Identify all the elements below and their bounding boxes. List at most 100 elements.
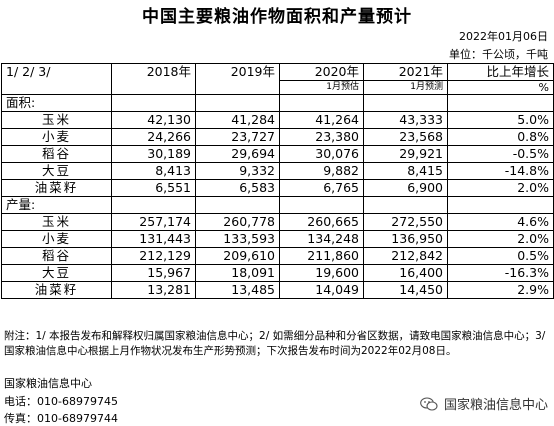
header-2021: 2021年 [363,63,448,81]
area-cell-chg: 2.0% [447,179,554,197]
area-section-blank [195,94,280,112]
table-row: 玉米 257,174 260,778 260,665 272,550 4.6% [1,213,554,231]
area-cell-crop: 大豆 [1,162,112,180]
watermark: 国家粮油信息中心 [420,394,548,413]
output-section-blank [447,196,554,214]
output-cell-v2019: 260,778 [195,213,280,231]
area-cell-v2020: 6,765 [279,179,364,197]
area-cell-v2020: 9,882 [279,162,364,180]
area-section-row: 面积: [1,94,554,112]
crop-table: 1/ 2/ 3/ 2018年 2019年 2020年 2021年 比上年增长 1… [1,63,554,299]
report-notes: 附注：1/ 本报告发布和解释权归属国家粮油信息中心；2/ 如需细分品种和分省区数… [4,330,546,357]
watermark-text: 国家粮油信息中心 [443,398,548,413]
table-row: 小麦 131,443 133,593 134,248 136,950 2.0% [1,230,554,248]
output-cell-crop: 稻谷 [1,247,112,265]
table-row: 油菜籽 13,281 13,485 14,049 14,450 2.9% [1,281,554,299]
area-cell-crop: 小麦 [1,128,112,146]
output-cell-v2018: 15,967 [111,264,196,282]
area-cell-crop: 油菜籽 [1,179,112,197]
output-cell-v2021: 212,842 [363,247,448,265]
subheader-2020: 1月预估 [279,80,364,95]
subheader-row: 1月预估 1月预测 % [1,80,554,95]
subheader-blank-1 [1,80,112,95]
output-section-label: 产量: [1,196,112,214]
footer-org: 国家粮油信息中心 [4,377,92,390]
header-label: 1/ 2/ 3/ [1,63,112,81]
area-cell-chg: -0.5% [447,145,554,163]
output-cell-chg: 2.9% [447,281,554,299]
area-cell-v2019: 23,727 [195,128,280,146]
output-cell-v2019: 13,485 [195,281,280,299]
table-row: 大豆 8,413 9,332 9,882 8,415 -14.8% [1,162,554,180]
table-row: 稻谷 30,189 29,694 30,076 29,921 -0.5% [1,145,554,163]
area-cell-v2020: 41,264 [279,111,364,129]
area-section-label: 面积: [1,94,112,112]
area-cell-v2020: 30,076 [279,145,364,163]
header-change: 比上年增长 [447,63,554,81]
output-cell-v2019: 18,091 [195,264,280,282]
table-row: 玉米 42,130 41,284 41,264 43,333 5.0% [1,111,554,129]
area-cell-v2020: 23,380 [279,128,364,146]
table-row: 大豆 15,967 18,091 19,600 16,400 -16.3% [1,264,554,282]
output-cell-v2020: 19,600 [279,264,364,282]
output-cell-chg: 2.0% [447,230,554,248]
output-cell-chg: 4.6% [447,213,554,231]
area-cell-v2018: 24,266 [111,128,196,146]
area-cell-chg: 0.8% [447,128,554,146]
header-2018: 2018年 [111,63,196,81]
area-cell-v2021: 43,333 [363,111,448,129]
output-section-blank [363,196,448,214]
header-2020: 2020年 [279,63,364,81]
output-cell-crop: 小麦 [1,230,112,248]
output-cell-v2018: 257,174 [111,213,196,231]
subheader-pct: % [447,80,554,95]
table-row: 稻谷 212,129 209,610 211,860 212,842 0.5% [1,247,554,265]
header-row: 1/ 2/ 3/ 2018年 2019年 2020年 2021年 比上年增长 [1,63,554,81]
output-cell-v2020: 14,049 [279,281,364,299]
wechat-icon [420,396,438,411]
area-cell-v2021: 23,568 [363,128,448,146]
output-cell-crop: 玉米 [1,213,112,231]
output-section-blank [279,196,364,214]
report-date: 2022年01月06日 [459,30,548,43]
report-title: 中国主要粮油作物面积和产量预计 [142,7,412,27]
area-cell-v2019: 29,694 [195,145,280,163]
output-cell-v2018: 13,281 [111,281,196,299]
area-section-blank [111,94,196,112]
table-row: 油菜籽 6,551 6,583 6,765 6,900 2.0% [1,179,554,197]
footer-fax: 传真：010-68979744 [4,412,118,425]
area-cell-crop: 玉米 [1,111,112,129]
subheader-blank-3 [195,80,280,95]
table-row: 小麦 24,266 23,727 23,380 23,568 0.8% [1,128,554,146]
output-cell-v2019: 209,610 [195,247,280,265]
area-cell-v2021: 6,900 [363,179,448,197]
area-cell-crop: 稻谷 [1,145,112,163]
output-cell-v2019: 133,593 [195,230,280,248]
output-cell-v2021: 14,450 [363,281,448,299]
output-cell-v2021: 272,550 [363,213,448,231]
area-cell-v2018: 6,551 [111,179,196,197]
output-cell-v2021: 136,950 [363,230,448,248]
area-cell-v2018: 30,189 [111,145,196,163]
output-section-row: 产量: [1,196,554,214]
output-cell-chg: -16.3% [447,264,554,282]
subheader-blank-2 [111,80,196,95]
area-cell-chg: 5.0% [447,111,554,129]
area-cell-v2021: 8,415 [363,162,448,180]
footer-tel: 电话：010-68979745 [4,395,118,408]
unit-label: 单位：千公顷，千吨 [449,48,548,61]
output-cell-v2018: 212,129 [111,247,196,265]
area-section-blank [363,94,448,112]
area-cell-chg: -14.8% [447,162,554,180]
area-cell-v2019: 9,332 [195,162,280,180]
output-cell-v2020: 211,860 [279,247,364,265]
area-cell-v2019: 6,583 [195,179,280,197]
output-cell-crop: 大豆 [1,264,112,282]
area-cell-v2018: 42,130 [111,111,196,129]
output-cell-v2020: 260,665 [279,213,364,231]
crop-table-body: 1/ 2/ 3/ 2018年 2019年 2020年 2021年 比上年增长 1… [1,63,554,299]
area-cell-v2018: 8,413 [111,162,196,180]
area-section-blank [447,94,554,112]
header-2019: 2019年 [195,63,280,81]
